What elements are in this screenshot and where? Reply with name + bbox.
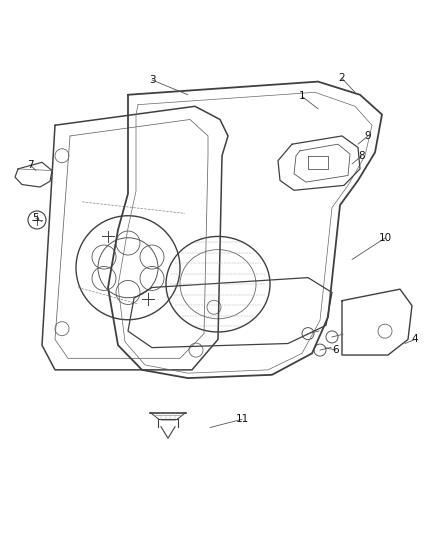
Text: 4: 4	[411, 334, 417, 344]
Text: 7: 7	[27, 160, 33, 170]
Text: 11: 11	[235, 414, 248, 424]
Text: 6: 6	[332, 345, 339, 355]
Text: 2: 2	[338, 74, 345, 83]
Text: 10: 10	[378, 233, 391, 243]
Text: 9: 9	[364, 131, 371, 141]
Text: 5: 5	[32, 213, 39, 223]
Text: 8: 8	[358, 151, 364, 161]
Text: 1: 1	[298, 92, 304, 101]
Text: 3: 3	[148, 75, 155, 85]
